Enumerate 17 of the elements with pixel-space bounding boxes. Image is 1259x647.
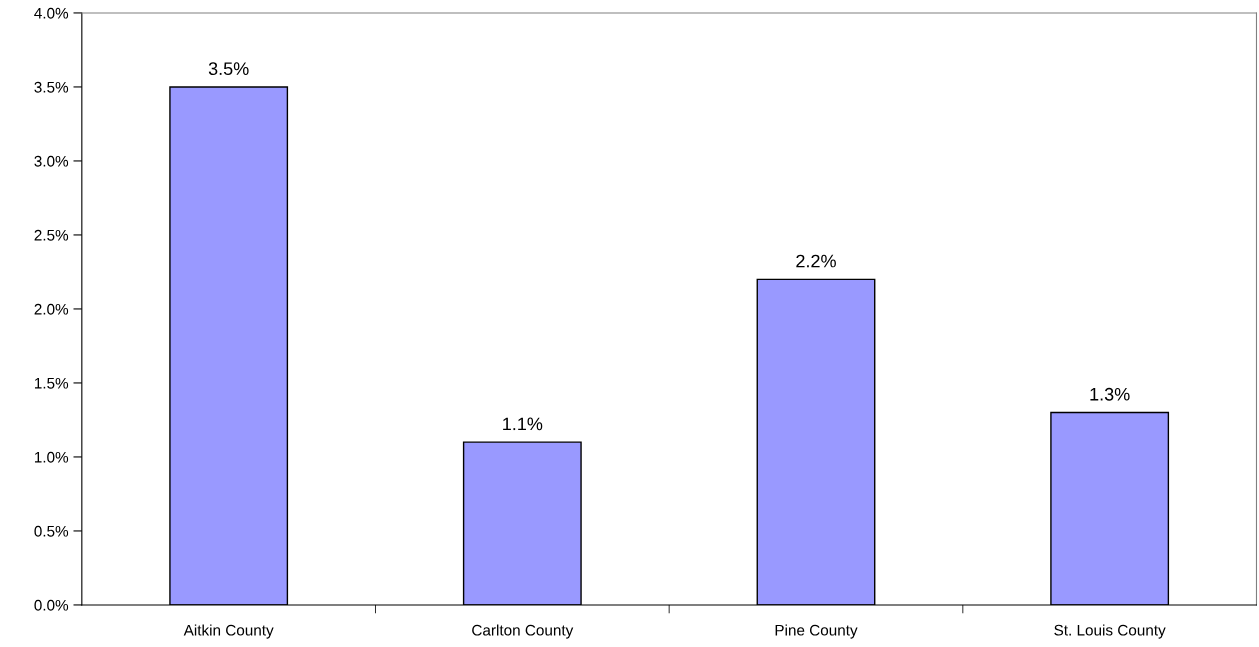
data-label: 3.5% — [208, 62, 249, 76]
data-label: 1.1% — [503, 417, 543, 431]
y-tick-label: 3.0% — [34, 155, 69, 167]
data-label: 2.2% — [796, 254, 836, 268]
y-tick-label: 4.0% — [34, 7, 69, 19]
y-tick-label: 1.0% — [34, 451, 69, 463]
y-tick-label: 0.0% — [34, 599, 69, 611]
y-tick-label: 3.5% — [34, 81, 69, 93]
x-tick-label: St. Louis County — [1054, 624, 1166, 639]
y-tick-label: 1.5% — [34, 377, 69, 389]
x-tick-label: Pine County — [775, 624, 858, 639]
data-label: 1.3% — [1090, 387, 1130, 401]
y-tick-label: 2.5% — [34, 229, 69, 241]
y-tick-label: 2.0% — [34, 303, 69, 315]
x-tick-label: Aitkin County — [183, 624, 274, 639]
y-tick-label: 0.5% — [34, 525, 69, 537]
x-tick-label: Carlton County — [472, 624, 574, 639]
